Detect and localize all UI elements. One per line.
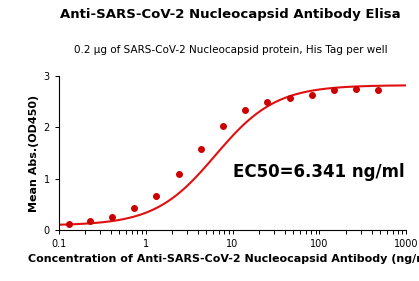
Text: 0.2 μg of SARS-CoV-2 Nucleocapsid protein, His Tag per well: 0.2 μg of SARS-CoV-2 Nucleocapsid protei… (74, 45, 387, 55)
X-axis label: Concentration of Anti-SARS-CoV-2 Nucleocapsid Antibody (ng/ml): Concentration of Anti-SARS-CoV-2 Nucleoc… (28, 254, 419, 264)
Text: Anti-SARS-CoV-2 Nucleocapsid Antibody Elisa: Anti-SARS-CoV-2 Nucleocapsid Antibody El… (60, 8, 401, 21)
Y-axis label: Mean Abs.(OD450): Mean Abs.(OD450) (29, 95, 39, 212)
Text: EC50=6.341 ng/ml: EC50=6.341 ng/ml (233, 163, 404, 181)
